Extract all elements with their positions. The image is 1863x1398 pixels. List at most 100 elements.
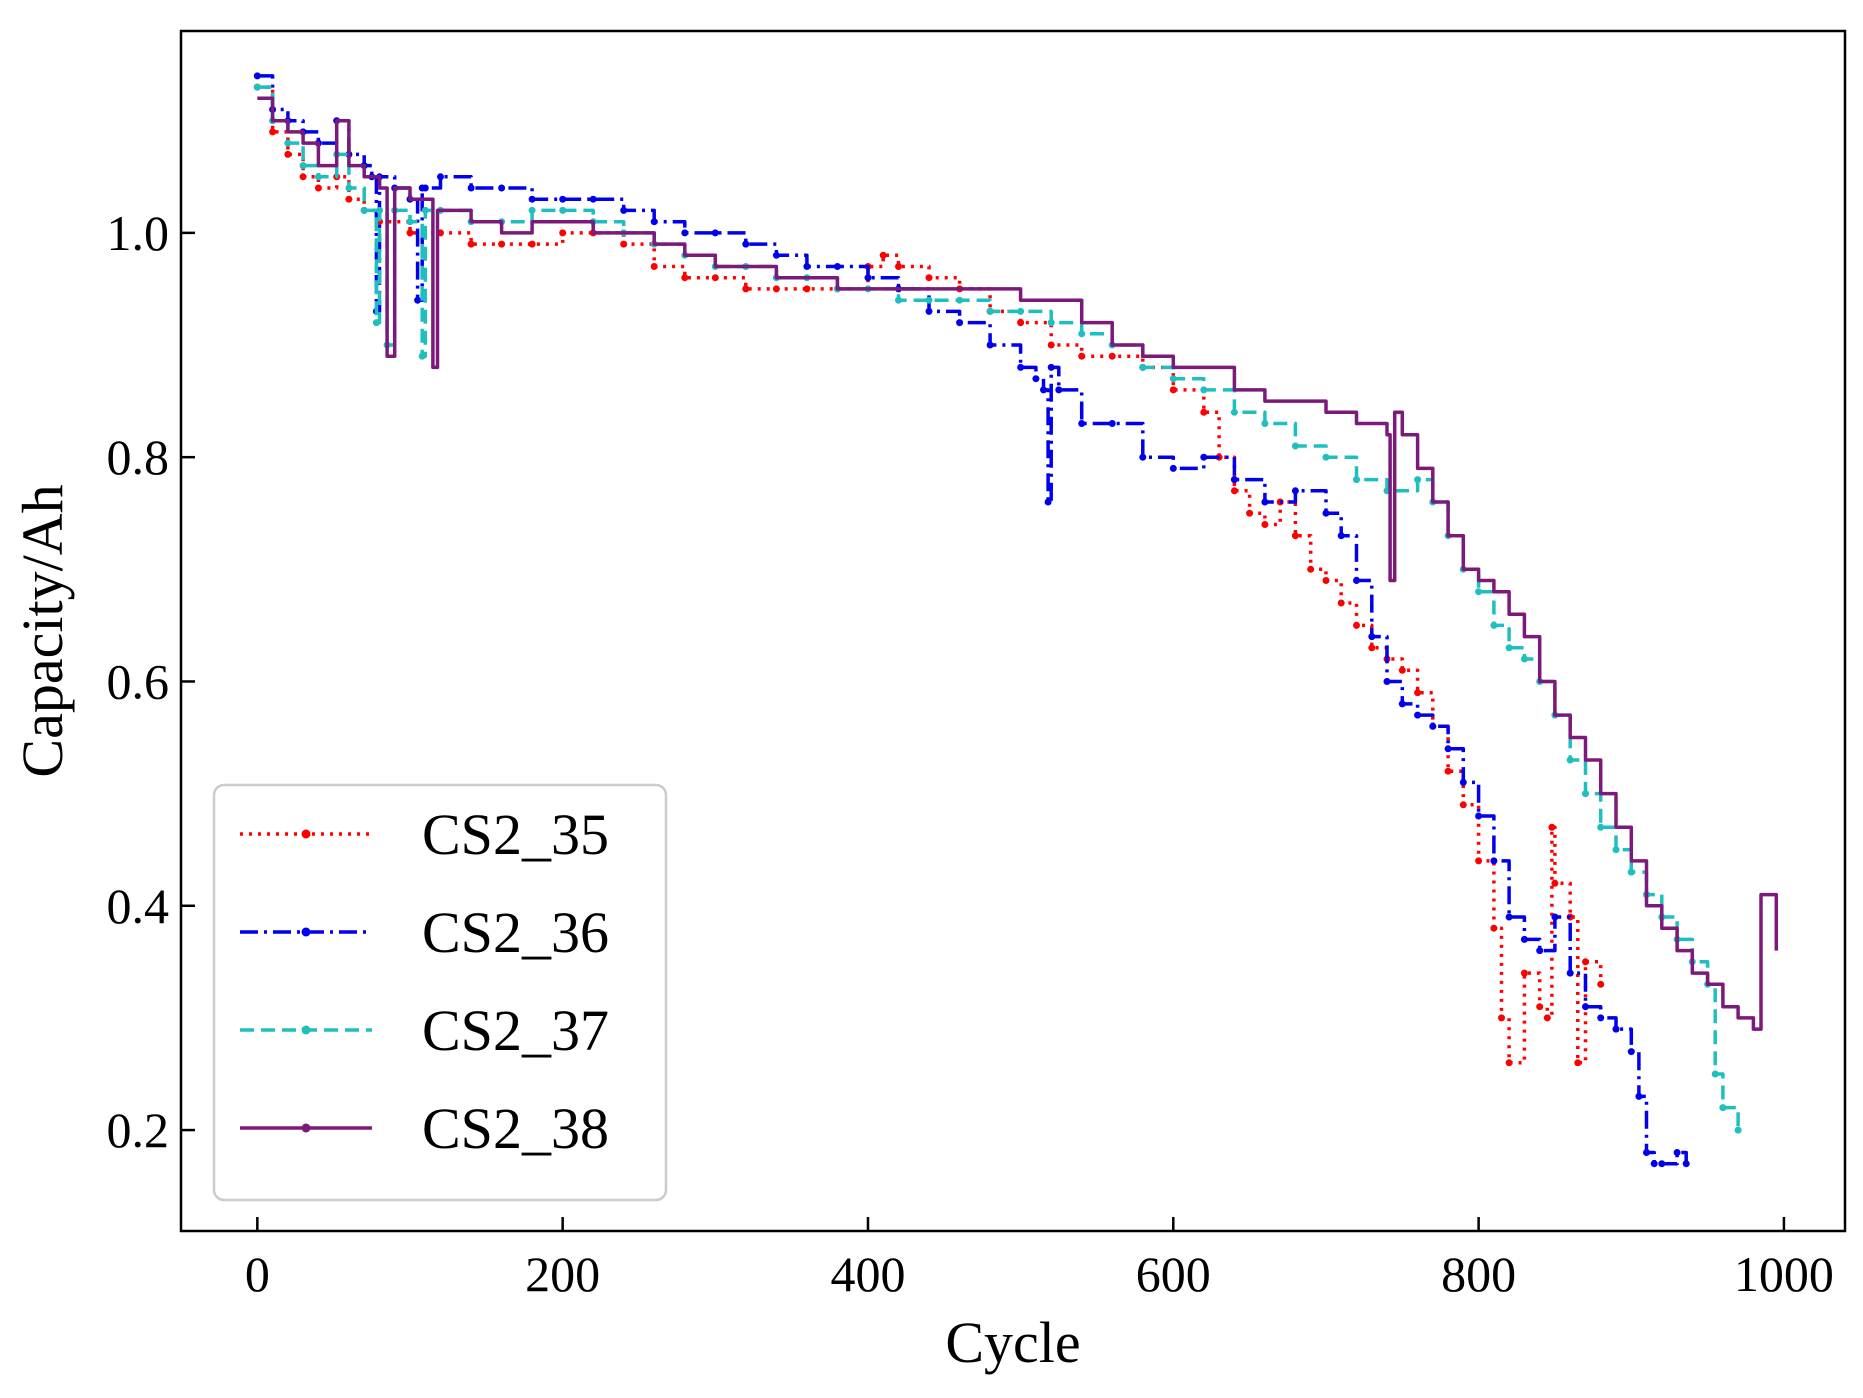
legend-item-CS2_36: CS2_36 bbox=[240, 900, 609, 965]
data-point bbox=[986, 341, 994, 349]
data-point bbox=[414, 296, 422, 304]
data-point bbox=[498, 184, 506, 192]
data-point bbox=[559, 229, 567, 237]
x-tick-label: 1000 bbox=[1734, 1246, 1834, 1302]
data-point bbox=[1490, 857, 1498, 865]
data-point bbox=[1383, 678, 1391, 685]
y-tick-label: 0.8 bbox=[107, 429, 170, 485]
data-point bbox=[1055, 386, 1063, 394]
data-point bbox=[1047, 319, 1055, 327]
data-point bbox=[418, 352, 426, 360]
data-point bbox=[269, 128, 277, 136]
series-layer bbox=[253, 72, 1779, 1168]
data-point bbox=[1582, 790, 1589, 798]
data-point bbox=[1017, 319, 1025, 327]
data-point bbox=[1429, 722, 1437, 730]
data-point bbox=[559, 195, 567, 203]
data-point bbox=[1307, 565, 1315, 573]
data-point bbox=[1673, 1149, 1681, 1156]
data-point bbox=[1711, 1070, 1719, 1078]
data-point bbox=[1627, 868, 1635, 876]
data-point bbox=[1047, 341, 1055, 349]
data-point bbox=[1551, 913, 1559, 921]
legend-box bbox=[212, 783, 668, 1202]
data-point bbox=[1353, 621, 1360, 629]
data-point bbox=[1643, 1149, 1650, 1156]
data-point bbox=[421, 184, 429, 192]
data-point bbox=[1353, 476, 1360, 484]
data-point bbox=[1139, 363, 1147, 371]
data-point bbox=[1444, 745, 1452, 753]
data-point bbox=[284, 139, 292, 147]
data-point bbox=[879, 251, 887, 259]
data-point bbox=[1169, 375, 1177, 383]
data-point bbox=[1322, 509, 1330, 517]
data-point bbox=[1230, 476, 1238, 484]
data-point bbox=[1597, 1014, 1605, 1022]
data-point bbox=[1291, 442, 1299, 450]
data-point bbox=[376, 206, 383, 214]
data-point bbox=[1566, 756, 1574, 764]
y-tick-label: 0.4 bbox=[107, 878, 170, 934]
data-point bbox=[1261, 420, 1269, 427]
data-point bbox=[1414, 689, 1422, 697]
data-point bbox=[528, 240, 536, 248]
data-point bbox=[1414, 476, 1422, 484]
data-point bbox=[1261, 498, 1269, 506]
data-point bbox=[1047, 363, 1055, 371]
data-point bbox=[314, 173, 322, 181]
data-point bbox=[681, 229, 689, 237]
data-point bbox=[956, 296, 964, 304]
data-point bbox=[1414, 711, 1422, 719]
y-tick-label: 0.6 bbox=[107, 653, 170, 709]
data-point bbox=[345, 184, 353, 192]
data-point bbox=[1108, 420, 1116, 427]
data-point bbox=[1246, 509, 1254, 517]
data-point bbox=[1650, 1160, 1658, 1168]
data-point bbox=[925, 307, 933, 315]
data-point bbox=[1169, 386, 1177, 394]
data-point bbox=[1548, 823, 1556, 831]
data-point bbox=[1490, 621, 1498, 629]
x-axis-label: Cycle bbox=[945, 1310, 1080, 1375]
legend-marker bbox=[301, 829, 311, 839]
data-point bbox=[1139, 453, 1147, 461]
legend-marker bbox=[301, 927, 311, 937]
data-point bbox=[772, 251, 780, 259]
data-point bbox=[1543, 1014, 1551, 1022]
data-point bbox=[1337, 532, 1345, 540]
legend-item-CS2_35: CS2_35 bbox=[240, 802, 609, 867]
data-point bbox=[1682, 1160, 1690, 1168]
data-point bbox=[711, 229, 719, 237]
data-point bbox=[299, 173, 307, 181]
data-point bbox=[1444, 767, 1452, 775]
ticks-layer: 0 200 400 600 800 1000 0.2 0.4 0.6 0.8 1.0 bbox=[107, 205, 1834, 1302]
data-point bbox=[620, 240, 628, 248]
data-point bbox=[833, 263, 841, 270]
data-point bbox=[1505, 913, 1513, 921]
data-point bbox=[1597, 980, 1605, 988]
legend-label: CS2_35 bbox=[422, 802, 609, 867]
data-point bbox=[1032, 375, 1040, 383]
data-point bbox=[1078, 352, 1086, 360]
data-point bbox=[1475, 812, 1483, 820]
data-point bbox=[1230, 487, 1238, 495]
data-point bbox=[1322, 453, 1330, 461]
legend-label: CS2_37 bbox=[422, 998, 609, 1063]
data-point bbox=[1230, 408, 1238, 416]
data-point bbox=[1505, 644, 1513, 652]
data-point bbox=[650, 263, 658, 270]
series-line-CS2_35 bbox=[257, 85, 1603, 1065]
data-point bbox=[1612, 846, 1620, 854]
data-point bbox=[1597, 823, 1605, 831]
data-point bbox=[1520, 969, 1528, 977]
data-point bbox=[986, 307, 994, 315]
data-point bbox=[528, 206, 536, 214]
legend-item-CS2_38: CS2_38 bbox=[240, 1096, 609, 1161]
data-point bbox=[650, 218, 658, 226]
series-CS2_38 bbox=[257, 96, 1779, 1031]
data-point bbox=[1017, 363, 1025, 371]
data-point bbox=[1322, 577, 1330, 584]
legend: CS2_35 CS2_36 CS2_37 CS2_38 bbox=[212, 783, 668, 1202]
